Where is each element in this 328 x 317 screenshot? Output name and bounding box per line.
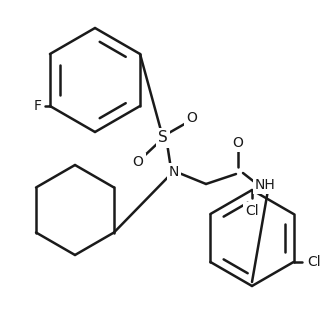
Text: Cl: Cl bbox=[308, 255, 321, 269]
Text: O: O bbox=[187, 111, 197, 125]
Text: S: S bbox=[158, 131, 168, 146]
Text: F: F bbox=[34, 99, 42, 113]
Text: O: O bbox=[133, 155, 143, 169]
Text: Cl: Cl bbox=[245, 204, 259, 218]
Text: NH: NH bbox=[255, 178, 276, 192]
Text: N: N bbox=[169, 165, 179, 179]
Text: O: O bbox=[233, 136, 243, 150]
